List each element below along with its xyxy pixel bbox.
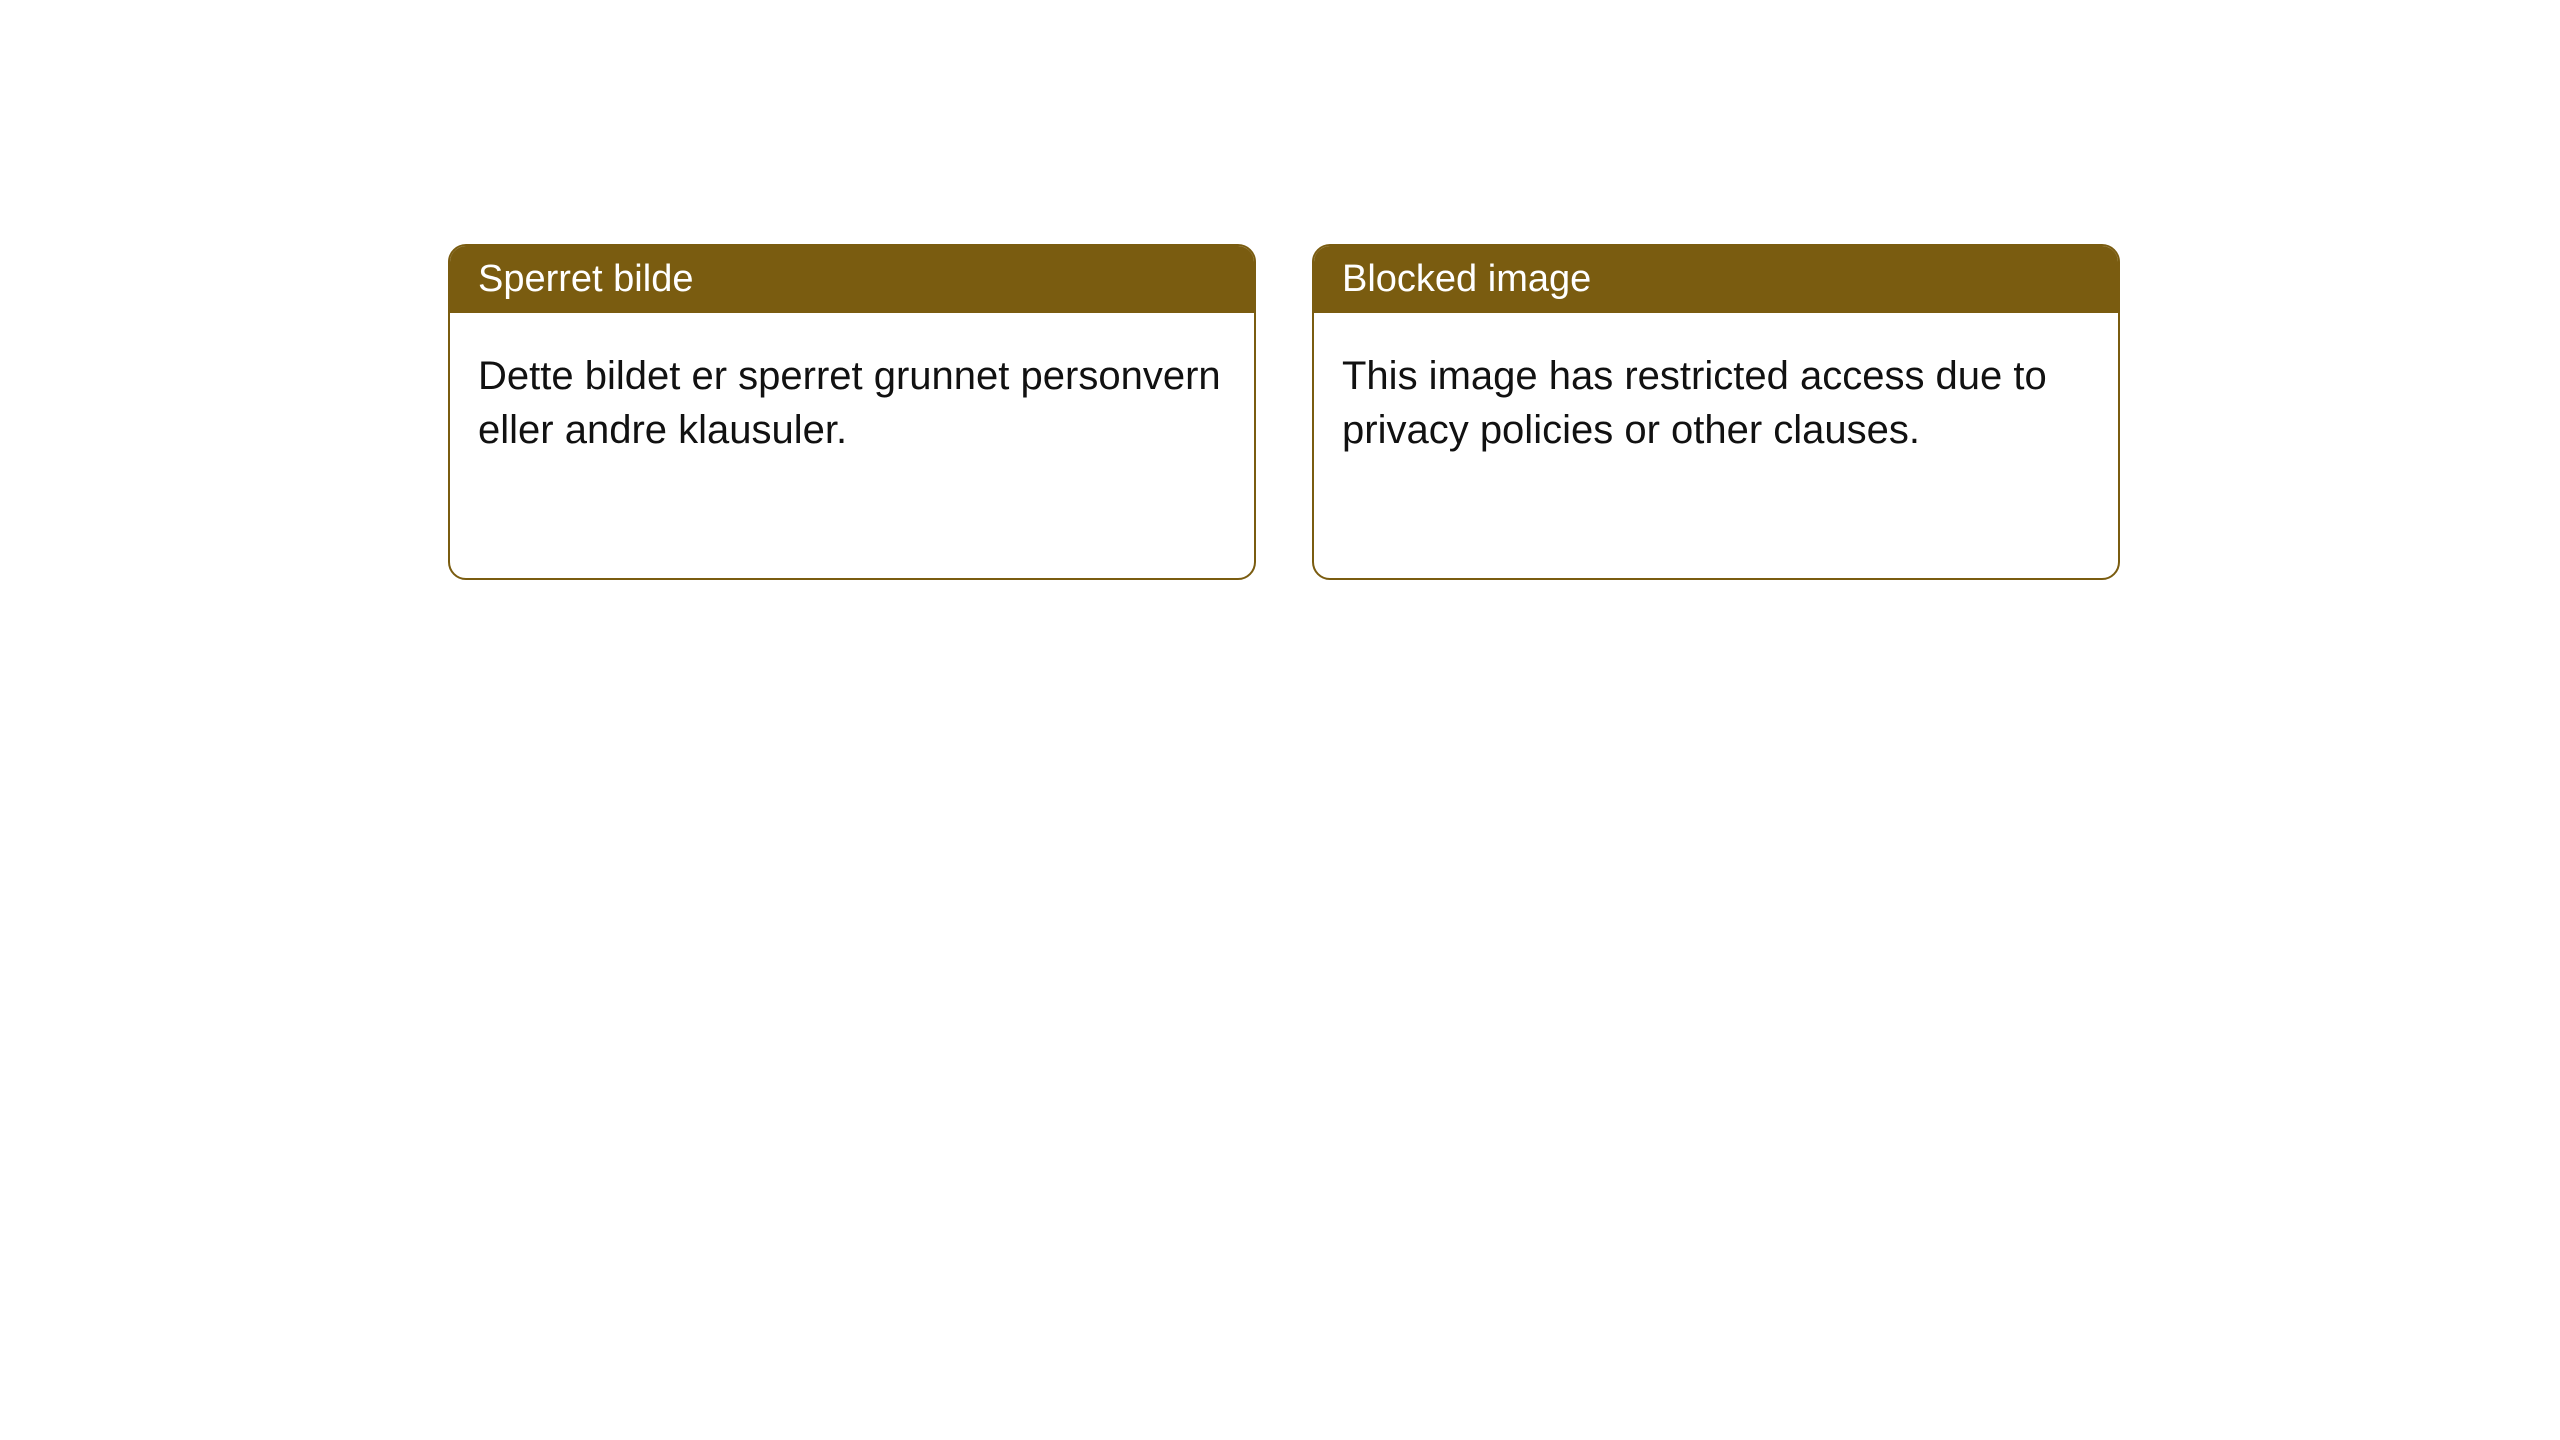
card-body: Dette bildet er sperret grunnet personve… [450, 313, 1254, 493]
card-message: Dette bildet er sperret grunnet personve… [478, 354, 1221, 452]
notice-card-container: Sperret bilde Dette bildet er sperret gr… [448, 244, 2120, 580]
card-header: Blocked image [1314, 246, 2118, 313]
notice-card-norwegian: Sperret bilde Dette bildet er sperret gr… [448, 244, 1256, 580]
card-body: This image has restricted access due to … [1314, 313, 2118, 493]
card-title: Blocked image [1342, 258, 1591, 300]
notice-card-english: Blocked image This image has restricted … [1312, 244, 2120, 580]
card-title: Sperret bilde [478, 258, 693, 300]
card-header: Sperret bilde [450, 246, 1254, 313]
card-message: This image has restricted access due to … [1342, 354, 2047, 452]
